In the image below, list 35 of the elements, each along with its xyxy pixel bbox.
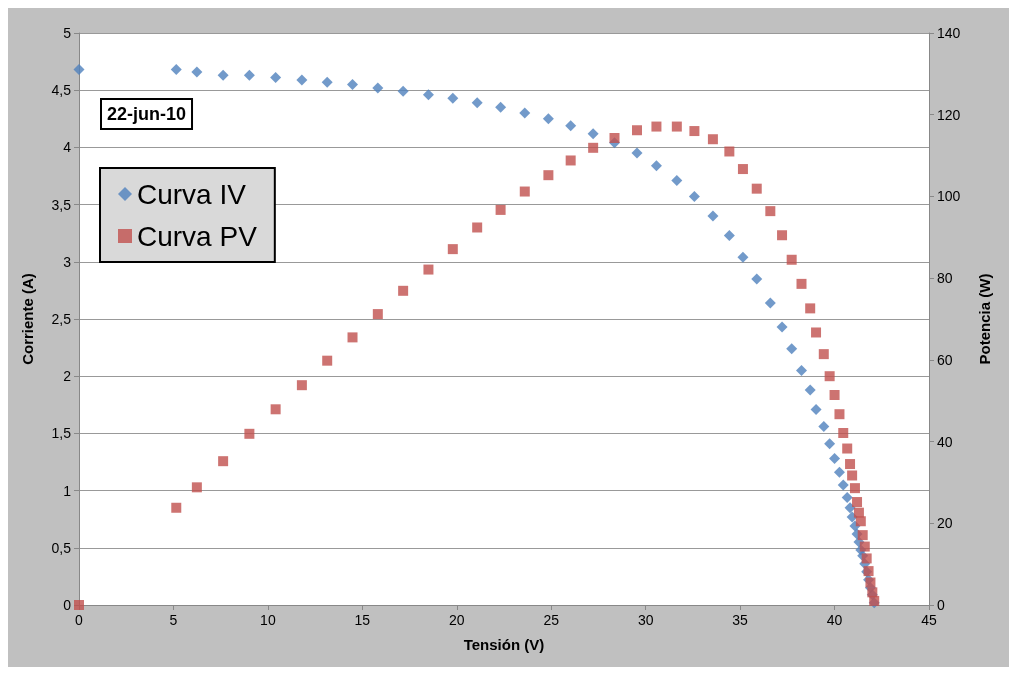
y2-tick-label: 60: [937, 351, 953, 368]
y-tick-label: 5: [63, 25, 72, 41]
y-axis-title: Corriente (A): [19, 273, 36, 365]
y2-tick-label: 80: [937, 270, 953, 287]
y-tick-label: 1,5: [51, 425, 72, 442]
y-tick-label: 4,5: [51, 82, 72, 99]
y2-tick-label: 140: [937, 25, 961, 41]
legend-label: Curva IV: [137, 178, 247, 210]
x-tick-label: 20: [448, 612, 465, 628]
x-tick-label: 0: [75, 612, 84, 628]
y-tick-label: 1: [63, 482, 72, 499]
x-tick-label: 25: [543, 612, 560, 628]
annotation: 22-jun-10: [107, 104, 187, 124]
x-tick-label: 10: [260, 612, 276, 628]
y2-tick-label: 100: [937, 188, 961, 205]
y2-tick-label: 20: [937, 515, 953, 532]
y-tick-label: 0: [63, 597, 72, 613]
x-tick-label: 30: [637, 612, 654, 628]
y2-tick-label: 0: [937, 597, 945, 613]
y2-tick-label: 120: [937, 106, 961, 123]
y-tick-label: 3: [63, 253, 72, 270]
y2-tick-label: 40: [937, 433, 953, 450]
y-tick-label: 2: [63, 368, 72, 385]
x-tick-label: 15: [354, 612, 371, 628]
y-tick-label: 0,5: [51, 539, 72, 556]
x-tick-label: 40: [826, 612, 843, 628]
y2-axis-title: Potencia (W): [976, 273, 993, 365]
y-tick-label: 3,5: [51, 196, 72, 213]
y-tick-label: 4: [63, 139, 72, 156]
x-tick-label: 45: [921, 612, 937, 628]
x-axis-title: Tensión (V): [463, 636, 545, 653]
x-tick-label: 5: [169, 612, 178, 628]
x-tick-label: 35: [732, 612, 749, 628]
legend-label: Curva PV: [137, 220, 258, 252]
y-tick-label: 2,5: [51, 311, 72, 327]
